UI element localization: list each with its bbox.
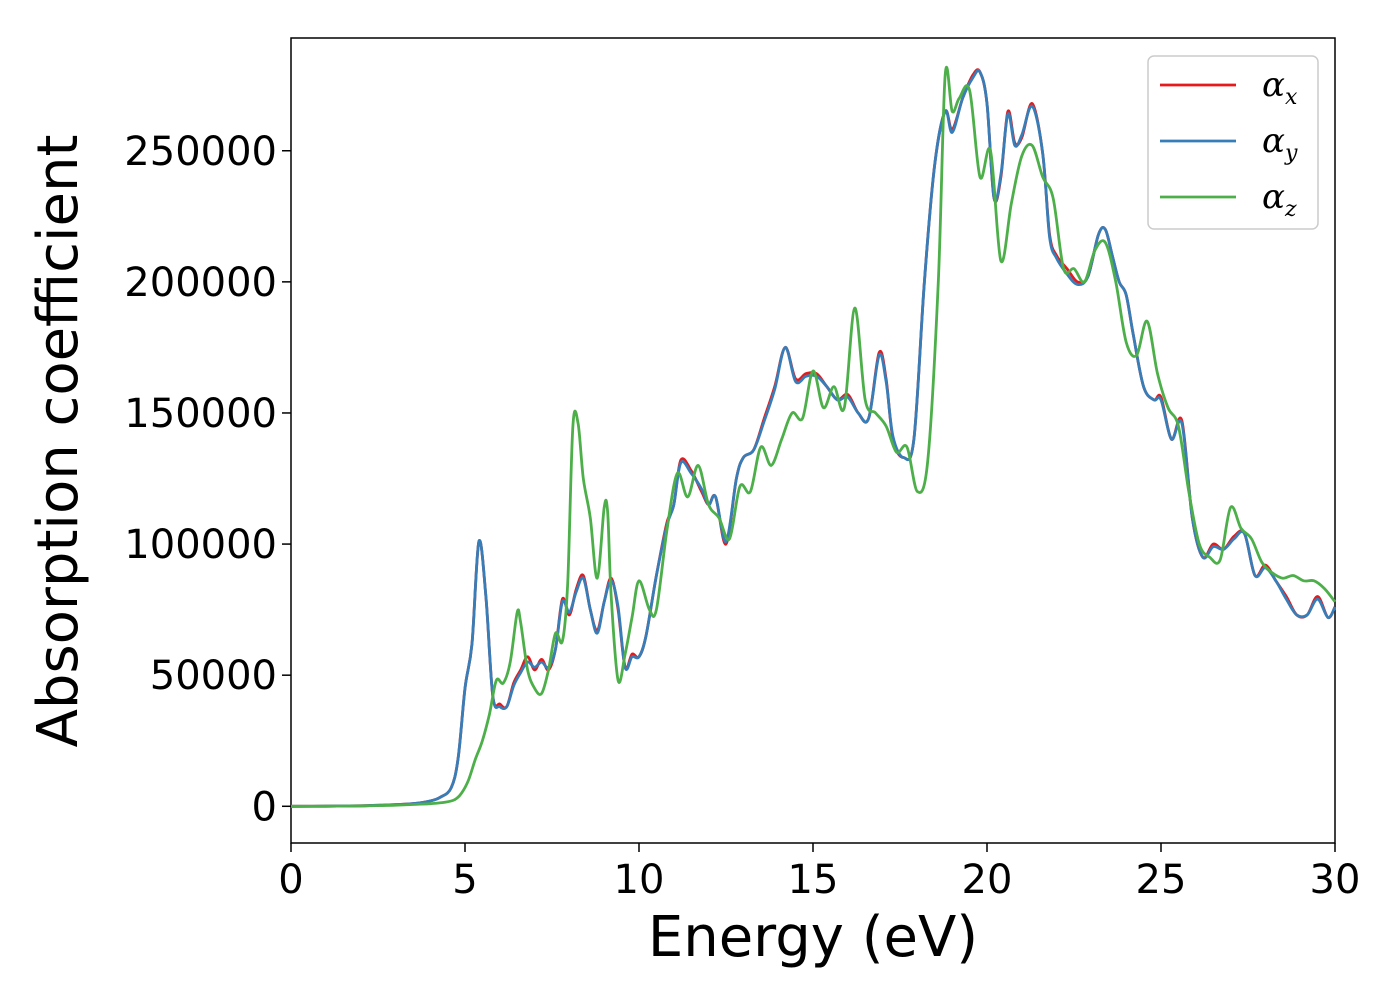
x-axis-ticks: 0 5 10 15 20 25 30: [278, 843, 1360, 903]
x-tick-label: 0: [278, 857, 303, 903]
series-line-z: [290, 65, 1337, 808]
x-tick-label: 20: [962, 857, 1013, 903]
y-tick-label: 200000: [124, 260, 277, 306]
x-tick-label: 5: [452, 857, 477, 903]
y-tick-label: 250000: [124, 129, 277, 175]
x-tick-label: 15: [788, 857, 839, 903]
series-lines: [290, 65, 1337, 808]
x-tick-label: 30: [1310, 857, 1361, 903]
y-tick-label: 0: [252, 784, 277, 830]
x-tick-label: 10: [614, 857, 665, 903]
y-axis-title: Absorption coefficient: [26, 135, 91, 748]
y-tick-label: 150000: [124, 391, 277, 437]
x-axis-title: Energy (eV): [648, 905, 978, 970]
y-tick-label: 50000: [150, 653, 277, 699]
y-axis-ticks: 0 50000 100000 150000 200000 250000: [124, 129, 291, 830]
y-tick-label: 100000: [124, 522, 277, 568]
legend-box: [1147, 55, 1319, 230]
x-tick-label: 25: [1136, 857, 1187, 903]
